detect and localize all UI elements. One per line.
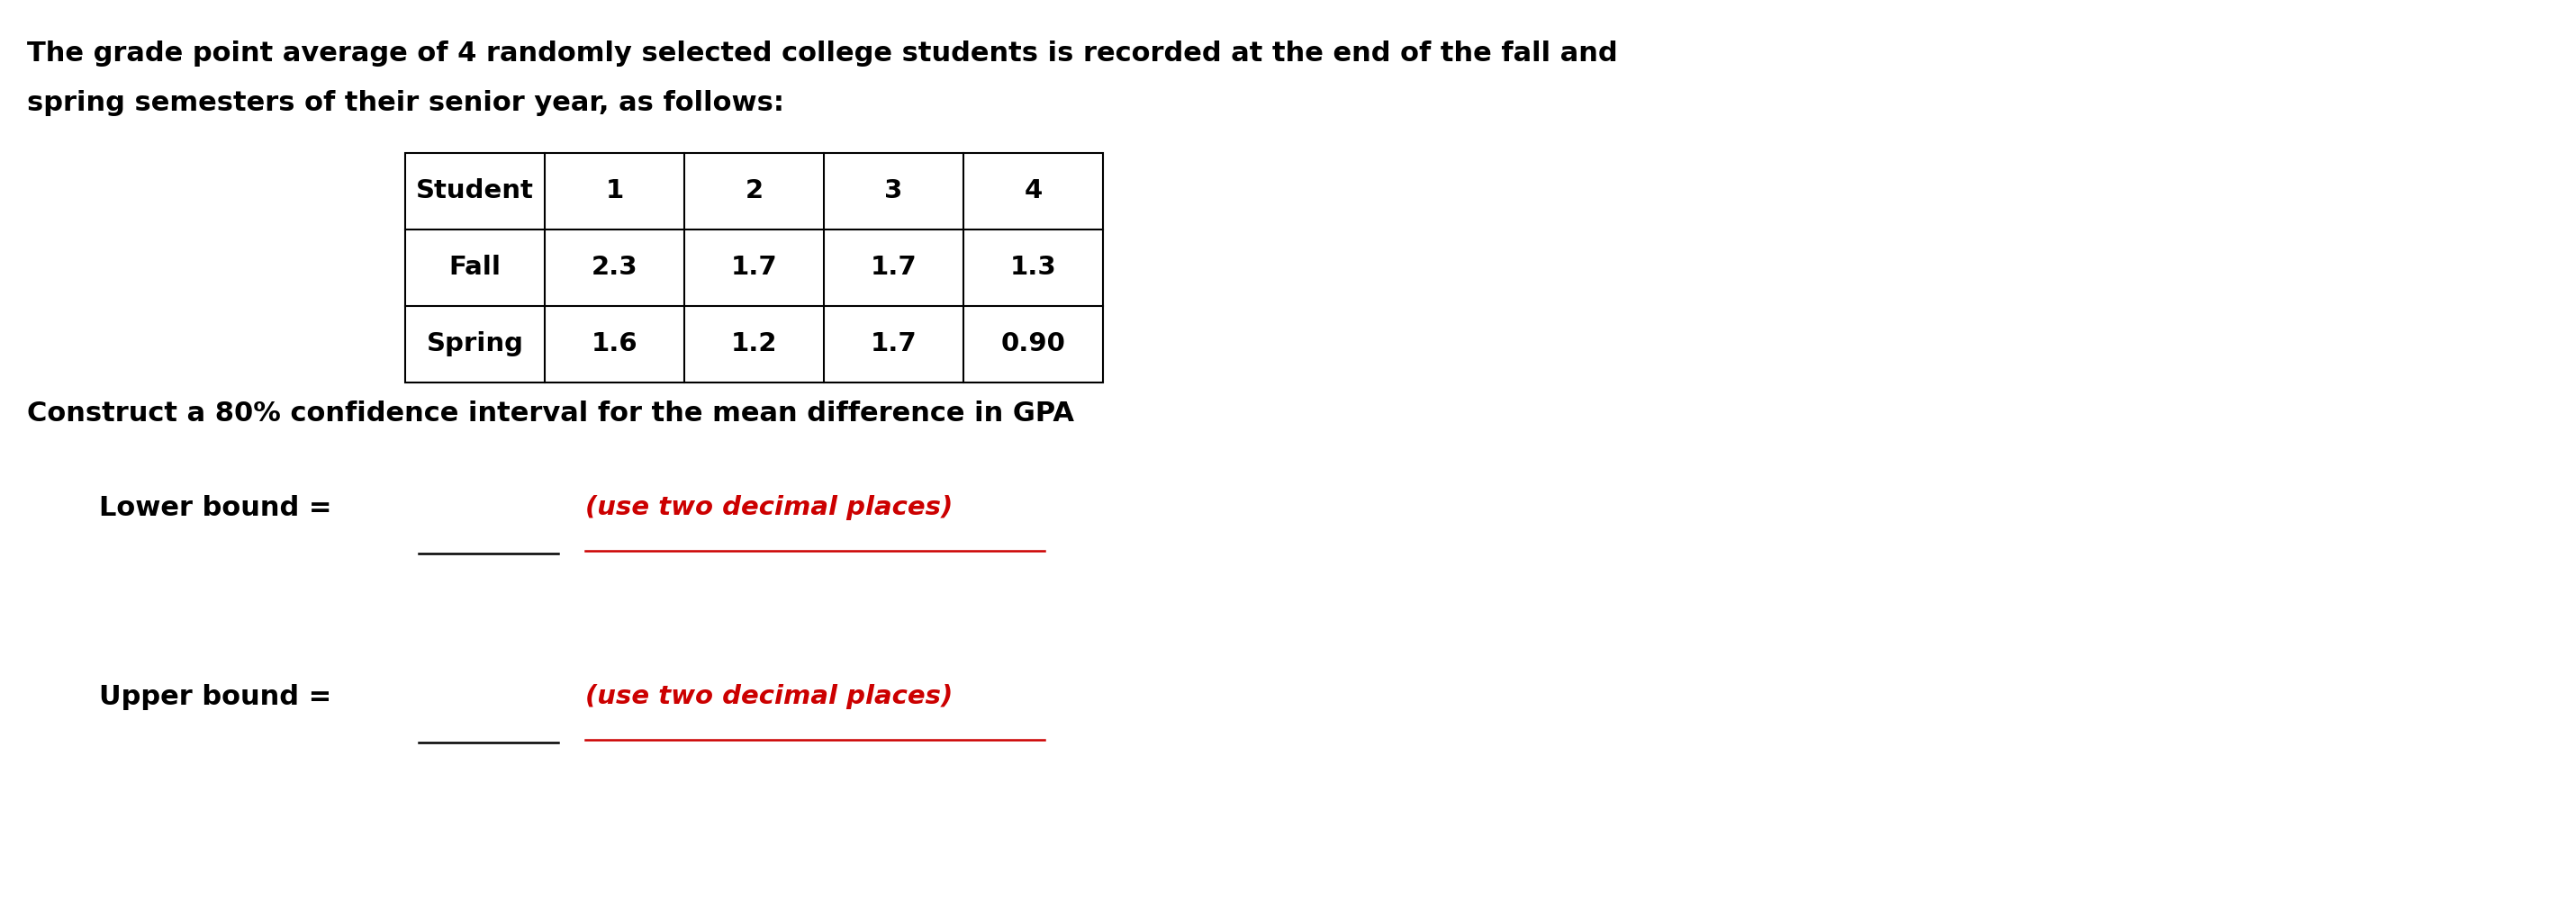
Text: Spring: Spring <box>428 331 523 356</box>
Text: 1.3: 1.3 <box>1010 255 1056 280</box>
Text: Lower bound =: Lower bound = <box>98 495 332 521</box>
Text: Upper bound =: Upper bound = <box>98 684 332 710</box>
Text: 2: 2 <box>744 178 762 203</box>
Text: Construct a 80% confidence interval for the mean difference in GPA: Construct a 80% confidence interval for … <box>26 400 1074 427</box>
Text: spring semesters of their senior year, as follows:: spring semesters of their senior year, a… <box>26 90 783 116</box>
Bar <box>404 153 1103 382</box>
Text: Fall: Fall <box>448 255 502 280</box>
Text: 1.2: 1.2 <box>732 331 778 356</box>
Text: 1.7: 1.7 <box>871 331 917 356</box>
Text: 1.7: 1.7 <box>871 255 917 280</box>
Text: 1.6: 1.6 <box>592 331 639 356</box>
Text: (use two decimal places): (use two decimal places) <box>585 684 953 709</box>
Text: The grade point average of 4 randomly selected college students is recorded at t: The grade point average of 4 randomly se… <box>26 40 1618 67</box>
Text: Student: Student <box>417 178 533 203</box>
Text: 2.3: 2.3 <box>592 255 639 280</box>
Text: 0.90: 0.90 <box>1002 331 1066 356</box>
Text: 4: 4 <box>1025 178 1043 203</box>
Text: 3: 3 <box>884 178 902 203</box>
Text: 1: 1 <box>605 178 623 203</box>
Text: (use two decimal places): (use two decimal places) <box>585 495 953 520</box>
Text: 1.7: 1.7 <box>732 255 778 280</box>
